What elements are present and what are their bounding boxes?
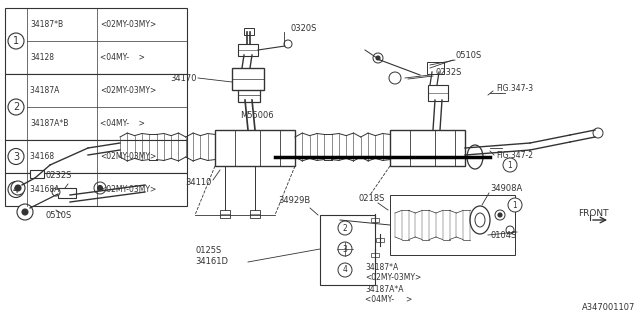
Text: 34187A*A: 34187A*A (365, 285, 403, 294)
Text: 34170: 34170 (170, 74, 196, 83)
Bar (232, 68, 264, 90)
Bar (371, 218, 379, 222)
Circle shape (52, 188, 60, 196)
Bar (5, 140, 187, 173)
Bar (58, 188, 76, 198)
Circle shape (94, 182, 106, 194)
Circle shape (11, 181, 25, 195)
Circle shape (506, 226, 514, 234)
Bar (250, 210, 260, 218)
Circle shape (8, 181, 24, 197)
Circle shape (495, 210, 505, 220)
Bar (215, 130, 295, 166)
Text: 34187A*B: 34187A*B (30, 119, 68, 128)
Text: 0125S: 0125S (195, 245, 221, 254)
Text: 1: 1 (508, 161, 513, 170)
Text: <04MY-     >: <04MY- > (365, 295, 412, 305)
Text: 34187A: 34187A (30, 86, 64, 95)
Text: 3: 3 (13, 151, 19, 162)
Text: 1: 1 (13, 36, 19, 46)
Text: A347001107: A347001107 (582, 303, 635, 312)
Text: 2: 2 (13, 102, 19, 112)
Bar (5, 8, 187, 74)
Text: <02MY-03MY>: <02MY-03MY> (100, 20, 156, 29)
Text: <02MY-03MY>: <02MY-03MY> (365, 274, 421, 283)
Circle shape (503, 158, 517, 172)
Bar (238, 88, 260, 102)
Text: 0232S: 0232S (45, 171, 72, 180)
Text: <02MY-03MY>: <02MY-03MY> (100, 152, 156, 161)
Text: 1: 1 (513, 201, 517, 210)
Text: 34187*A: 34187*A (365, 263, 398, 273)
Text: <04MY-    >: <04MY- > (100, 53, 145, 62)
Bar (390, 130, 465, 166)
Ellipse shape (470, 206, 490, 234)
Text: FRONT: FRONT (578, 209, 609, 218)
Text: FIG.347-3: FIG.347-3 (496, 84, 533, 92)
Circle shape (389, 72, 401, 84)
Text: 0320S: 0320S (290, 23, 316, 33)
Circle shape (498, 213, 502, 217)
Bar (376, 238, 384, 242)
Ellipse shape (467, 145, 483, 169)
Text: 34908A: 34908A (490, 183, 522, 193)
Text: 34168A: 34168A (30, 185, 64, 194)
Text: 34110: 34110 (185, 178, 211, 187)
Text: 4: 4 (342, 266, 348, 275)
Circle shape (22, 209, 28, 215)
Text: 34168: 34168 (30, 152, 61, 161)
Circle shape (376, 56, 380, 60)
Bar (5, 74, 187, 140)
Text: 0104S: 0104S (490, 230, 516, 239)
Text: <02MY-03MY>: <02MY-03MY> (100, 86, 156, 95)
Text: FIG.347-2: FIG.347-2 (496, 150, 533, 159)
Text: 0232S: 0232S (435, 68, 461, 76)
Bar (428, 85, 448, 101)
Bar (371, 253, 379, 257)
Circle shape (373, 53, 383, 63)
Circle shape (8, 99, 24, 115)
Bar (5, 173, 187, 206)
Circle shape (8, 33, 24, 49)
Text: 4: 4 (13, 185, 19, 195)
Text: 0510S: 0510S (455, 51, 481, 60)
Circle shape (338, 242, 352, 256)
Text: 34929B: 34929B (278, 196, 310, 204)
Bar (220, 210, 230, 218)
Bar (30, 170, 44, 178)
Text: 34128: 34128 (30, 53, 54, 62)
Text: M55006: M55006 (240, 110, 274, 119)
Text: 2: 2 (342, 223, 348, 233)
Text: 3: 3 (342, 244, 348, 253)
Circle shape (338, 221, 352, 235)
Bar (238, 44, 258, 56)
Text: 34187*B: 34187*B (30, 20, 63, 29)
Bar (244, 28, 254, 35)
Circle shape (17, 204, 33, 220)
Ellipse shape (475, 213, 485, 227)
Circle shape (508, 198, 522, 212)
Circle shape (97, 186, 102, 190)
Text: 34161D: 34161D (195, 258, 228, 267)
Bar (427, 62, 444, 74)
Circle shape (284, 40, 292, 48)
Bar (390, 195, 515, 255)
Circle shape (593, 128, 603, 138)
Text: 0218S: 0218S (358, 194, 385, 203)
Bar (320, 215, 375, 285)
Text: <04MY-    >: <04MY- > (100, 119, 145, 128)
Text: 0510S: 0510S (45, 211, 71, 220)
Text: <02MY-03MY>: <02MY-03MY> (100, 185, 156, 194)
Circle shape (338, 263, 352, 277)
Circle shape (15, 185, 21, 191)
Circle shape (8, 148, 24, 164)
